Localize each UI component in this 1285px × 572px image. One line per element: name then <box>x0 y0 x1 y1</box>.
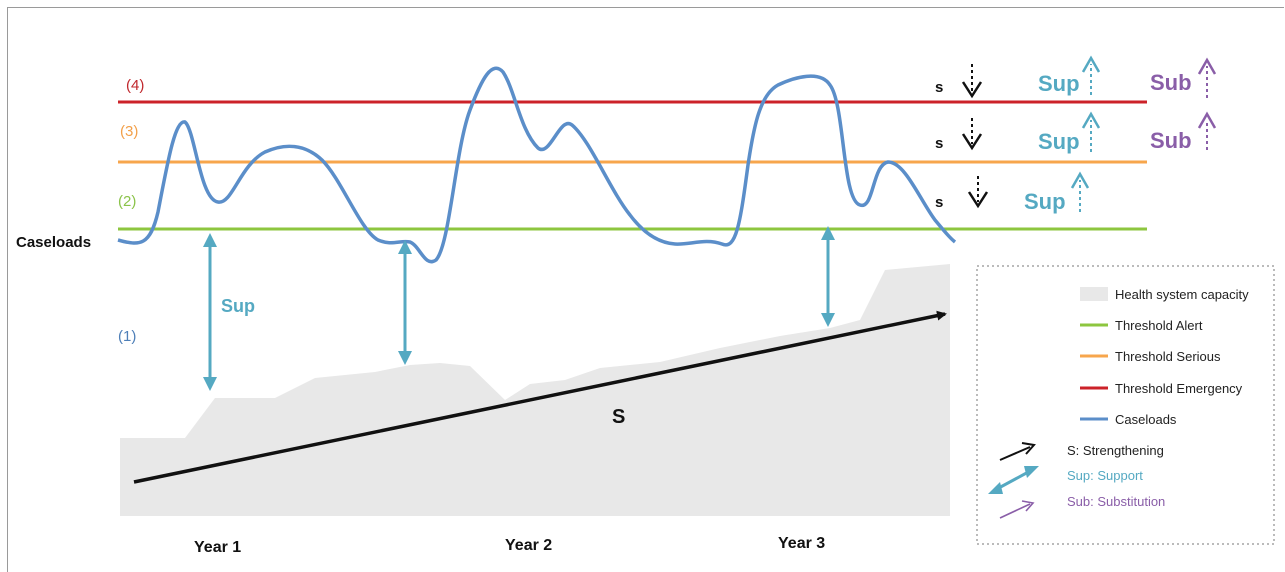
down-arrow-icon <box>961 118 983 151</box>
legend-strengthening-arrow-icon <box>999 442 1036 461</box>
indicator-sub-4: Sub <box>1150 70 1192 95</box>
level-label-4: (4) <box>126 77 144 94</box>
level-label-1: (1) <box>118 328 136 345</box>
indicator-sup-3: Sup <box>1038 129 1080 154</box>
level-label-2: (2) <box>118 193 136 210</box>
legend-swatch-capacity <box>1080 287 1108 301</box>
legend-label-support: Sup: Support <box>1067 468 1143 483</box>
indicator-s-4: s <box>935 79 943 96</box>
x-label-year1: Year 1 <box>194 539 241 556</box>
indicator-sub-3: Sub <box>1150 128 1192 153</box>
legend-label-strengthening: S: Strengthening <box>1067 443 1164 458</box>
caseloads-curve <box>117 66 957 264</box>
strengthening-arrow <box>133 310 947 484</box>
up-arrow-icon <box>1197 111 1217 150</box>
legend-label-emergency: Threshold Emergency <box>1115 381 1243 396</box>
y-axis-label: Caseloads <box>16 234 91 251</box>
indicator-s-3: s <box>935 135 943 152</box>
indicator-s-2: s <box>935 194 943 211</box>
x-label-year3: Year 3 <box>778 535 825 552</box>
legend-label-caseloads: Caseloads <box>1115 412 1177 427</box>
legend-label-serious: Threshold Serious <box>1115 349 1221 364</box>
up-arrow-icon <box>1070 171 1090 212</box>
indicator-sup-4: Sup <box>1038 71 1080 96</box>
up-arrow-icon <box>1197 57 1217 98</box>
legend-support-arrow-icon <box>988 466 1039 494</box>
capacity-area <box>120 264 950 516</box>
up-arrow-icon <box>1081 55 1101 95</box>
up-arrow-icon <box>1081 111 1101 152</box>
down-arrow-icon <box>967 176 989 209</box>
level-label-3: (3) <box>120 123 138 140</box>
figure-frame <box>7 7 1284 572</box>
sup-label-left: Sup <box>221 296 255 316</box>
indicator-sup-2: Sup <box>1024 189 1066 214</box>
legend-substitution-arrow-icon <box>999 500 1035 519</box>
legend-box <box>976 265 1275 545</box>
strengthening-label: S <box>612 406 625 428</box>
legend-label-alert: Threshold Alert <box>1115 318 1203 333</box>
legend-label-substitution: Sub: Substitution <box>1067 494 1165 509</box>
legend-label-capacity: Health system capacity <box>1115 287 1249 302</box>
down-arrow-icon <box>961 64 983 99</box>
x-label-year2: Year 2 <box>505 537 552 554</box>
